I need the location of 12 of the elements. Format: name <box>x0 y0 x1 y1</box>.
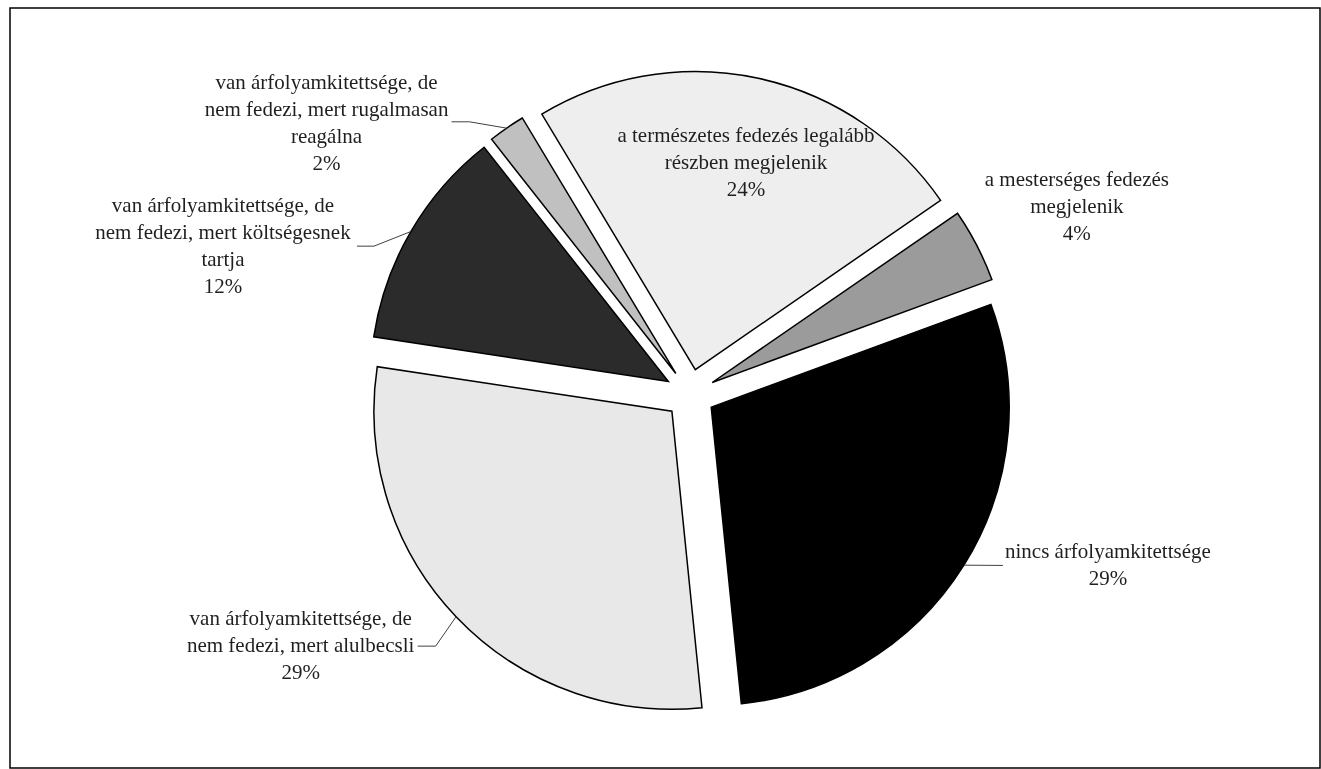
slice-label: nincs árfolyamkitettsége <box>1004 539 1211 564</box>
slice-label: a mesterséges fedezés megjelenik <box>984 166 1169 218</box>
data-label: 29% <box>281 660 320 685</box>
data-label: 24% <box>726 176 766 201</box>
slice-label: a természetes fedezés legalább részben megjelenik <box>617 122 875 174</box>
data-label: 2% <box>312 150 341 175</box>
data-label: 12% <box>203 274 243 299</box>
data-label: 29% <box>1088 566 1128 591</box>
slice-label: van árfolyamkitettsége, de nem fedezi, mert rugalmasan reagálna <box>204 69 449 148</box>
slice-label: van árfolyamkitettsége, de nem fedezi, mert alulbecsli <box>186 606 415 658</box>
data-label: 4% <box>1062 220 1091 245</box>
slice-label: van árfolyamkitettsége, de nem fedezi, mert költségesnek tartja <box>95 193 352 272</box>
